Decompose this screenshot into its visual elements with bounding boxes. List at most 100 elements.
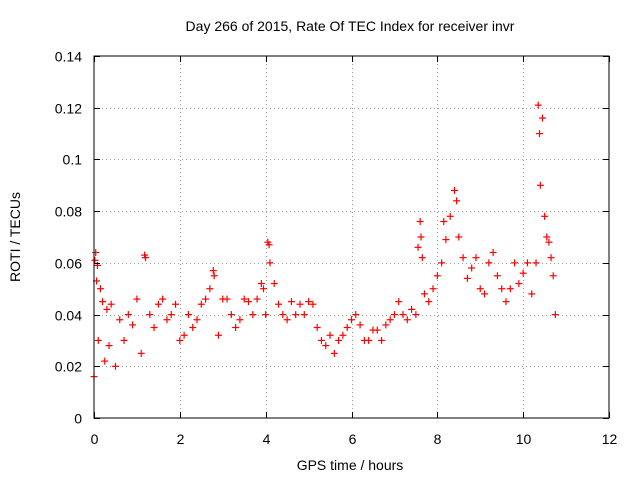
data-point xyxy=(442,236,450,244)
data-point xyxy=(167,311,175,319)
y-tick-label: 0.02 xyxy=(55,359,82,375)
data-point xyxy=(197,300,205,308)
data-point xyxy=(330,349,338,357)
data-point xyxy=(159,295,167,303)
data-point xyxy=(420,290,428,298)
data-point xyxy=(249,311,257,319)
data-point xyxy=(399,311,407,319)
data-point xyxy=(103,305,111,313)
x-tick-label: 10 xyxy=(516,431,532,447)
data-point xyxy=(528,290,536,298)
data-point xyxy=(206,285,214,293)
data-point xyxy=(209,267,217,275)
data-point xyxy=(92,249,100,257)
data-point xyxy=(120,336,128,344)
data-point xyxy=(352,311,360,319)
data-point xyxy=(348,316,355,324)
data-point xyxy=(551,311,559,319)
data-point xyxy=(287,298,295,306)
x-tick-label: 4 xyxy=(263,431,271,447)
y-tick-label: 0.14 xyxy=(55,49,82,65)
data-point xyxy=(91,256,99,264)
data-point xyxy=(124,311,132,319)
data-point xyxy=(515,280,523,288)
data-point xyxy=(335,336,343,344)
data-point xyxy=(296,300,304,308)
data-point xyxy=(180,331,188,339)
data-point xyxy=(105,342,113,350)
data-point xyxy=(116,316,124,324)
data-point xyxy=(451,186,458,194)
data-point xyxy=(356,321,364,329)
data-point xyxy=(365,336,373,344)
y-axis-label: ROTI / TECUs xyxy=(7,192,23,282)
data-point xyxy=(240,295,248,303)
data-point xyxy=(146,311,154,319)
data-point xyxy=(283,316,291,324)
data-point xyxy=(455,233,463,241)
y-tick-label: 0.04 xyxy=(55,308,82,324)
data-point xyxy=(309,300,317,308)
data-point xyxy=(343,324,351,331)
data-point xyxy=(468,264,476,272)
data-point xyxy=(257,280,265,288)
data-point xyxy=(313,324,321,331)
data-point xyxy=(534,101,542,109)
data-point xyxy=(549,272,557,280)
x-axis-label: GPS time / hours xyxy=(297,457,404,473)
data-point xyxy=(266,259,274,267)
gridlines xyxy=(94,56,609,418)
data-point xyxy=(142,254,149,262)
data-point xyxy=(270,280,278,288)
data-point xyxy=(446,212,454,220)
data-point xyxy=(440,217,448,225)
data-point xyxy=(262,311,270,319)
data-point xyxy=(519,269,527,277)
data-point xyxy=(403,316,411,324)
data-point xyxy=(545,238,553,246)
data-point xyxy=(184,311,192,319)
data-point xyxy=(326,331,334,339)
data-point xyxy=(373,326,381,334)
data-point xyxy=(412,311,420,319)
data-point xyxy=(535,130,543,138)
data-point xyxy=(265,241,273,249)
data-point xyxy=(322,342,330,350)
y-tick-label: 0.08 xyxy=(55,204,82,220)
data-point xyxy=(96,285,104,293)
data-point xyxy=(214,331,222,339)
x-tick-label: 12 xyxy=(602,431,618,447)
data-point xyxy=(137,349,145,357)
data-point xyxy=(189,324,197,331)
data-point xyxy=(493,272,501,280)
data-point xyxy=(260,285,268,293)
data-point xyxy=(275,300,283,308)
data-point xyxy=(382,321,390,329)
tick-labels: 0 2 4 6 8 10 12 0 0.02 0.04 0.06 0.08 0.1 0.12 0.14 xyxy=(55,49,618,448)
y-tick-label: 0 xyxy=(74,411,82,427)
y-tick-label: 0.12 xyxy=(55,101,82,117)
axis-ticks xyxy=(94,56,610,419)
data-point xyxy=(172,300,180,308)
plot-frame xyxy=(93,55,610,419)
data-point xyxy=(99,298,107,306)
data-point xyxy=(210,272,218,280)
data-point xyxy=(386,316,394,324)
data-point xyxy=(489,249,497,257)
data-point xyxy=(150,324,158,331)
data-point xyxy=(279,311,287,319)
data-point xyxy=(472,254,480,262)
data-point xyxy=(511,259,519,267)
data-point xyxy=(408,305,416,313)
data-point xyxy=(395,298,403,306)
data-point xyxy=(502,298,510,306)
y-tick-label: 0.06 xyxy=(55,256,82,272)
x-tick-label: 2 xyxy=(177,431,185,447)
data-point xyxy=(305,298,313,306)
data-point xyxy=(453,197,461,205)
data-point xyxy=(506,285,514,293)
data-point xyxy=(541,212,549,220)
data-point xyxy=(193,316,201,324)
